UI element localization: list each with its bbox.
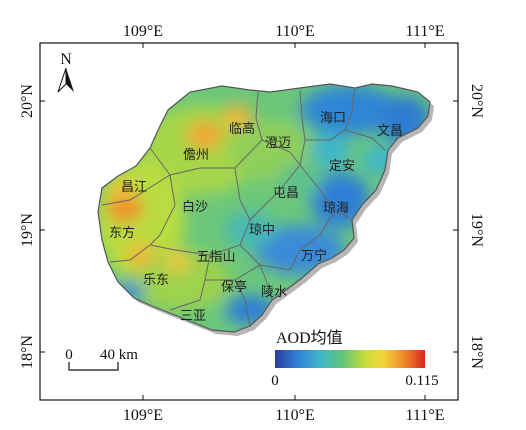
lon-label-top-110: 110°E — [275, 23, 315, 40]
island-outline — [97, 83, 431, 333]
lon-label-bottom-109: 109°E — [123, 407, 163, 424]
region-label-danzhou: 儋州 — [183, 148, 209, 163]
lat-label-right-20: 20°N — [468, 84, 485, 118]
region-label-tunchang: 屯昌 — [273, 186, 299, 201]
region-label-wenchang: 文昌 — [377, 124, 403, 139]
lon-label-bottom-110: 110°E — [275, 407, 315, 424]
region-label-qiongzhong: 琼中 — [249, 223, 275, 238]
region-label-qionghai: 琼海 — [323, 201, 349, 216]
region-label-baoting: 保亭 — [221, 279, 247, 295]
lon-label-top-111: 111°E — [406, 23, 445, 40]
legend: AOD均值 0 0.115 — [271, 329, 438, 389]
map-frame — [39, 42, 459, 401]
lat-label-left-19: 19°N — [19, 213, 36, 247]
lat-label-right-19: 19°N — [468, 213, 485, 247]
region-label-sanya: 三亚 — [180, 309, 206, 324]
north-label: N — [60, 51, 72, 68]
frame-ticks — [40, 43, 458, 400]
county-boundaries — [101, 87, 386, 327]
region-label-wanning: 万宁 — [301, 248, 327, 264]
region-labels: 海口 文昌 临高 澄迈 儋州 定安 昌江 屯昌 琼海 白沙 东方 琼中 五指山 … — [109, 111, 403, 324]
legend-colorbar — [275, 350, 425, 368]
scale-bar-end-label: 40 km — [100, 347, 138, 363]
scale-bar-line — [68, 362, 119, 371]
region-label-lingshui: 陵水 — [261, 285, 287, 300]
region-label-dingan: 定安 — [329, 159, 355, 174]
aod-raster — [98, 84, 430, 332]
north-arrow-icon: N — [57, 51, 74, 93]
lat-label-left-18: 18°N — [19, 335, 36, 369]
region-label-haikou: 海口 — [320, 111, 346, 126]
region-label-changjiang: 昌江 — [121, 180, 147, 195]
scale-bar: 0 40 km — [65, 347, 138, 371]
legend-max-label: 0.115 — [405, 373, 438, 389]
region-label-lingao: 临高 — [229, 121, 255, 137]
lat-label-left-20: 20°N — [19, 84, 36, 118]
lat-label-right-18: 18°N — [468, 335, 485, 369]
region-label-baisha: 白沙 — [182, 199, 208, 215]
lon-label-top-109: 109°E — [123, 23, 163, 40]
region-label-ledong: 乐东 — [143, 273, 169, 288]
region-label-wuzhishan: 五指山 — [196, 250, 235, 265]
region-label-dongfang: 东方 — [109, 225, 135, 241]
legend-min-label: 0 — [271, 373, 279, 389]
scale-bar-start-label: 0 — [65, 347, 73, 363]
region-label-chengmai: 澄迈 — [265, 136, 291, 151]
legend-title: AOD均值 — [276, 329, 343, 347]
lon-label-bottom-111: 111°E — [406, 407, 445, 424]
